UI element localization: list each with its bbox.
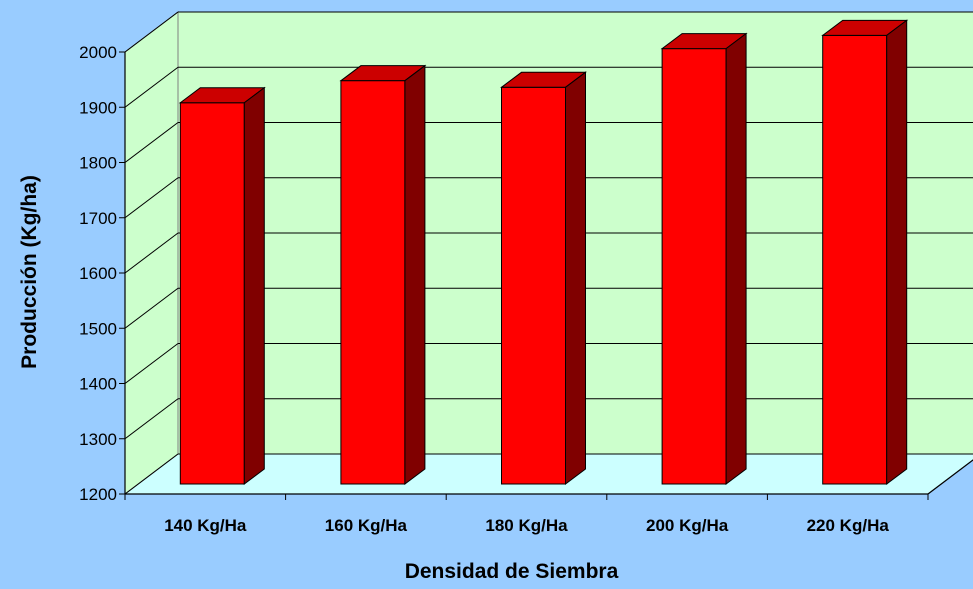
bars: [178, 19, 909, 486]
gridline-side-0: [124, 453, 179, 495]
bar-front-1: [340, 80, 406, 485]
bar-side-2: [565, 71, 586, 485]
y-tick-label-6: 1800: [79, 154, 117, 173]
bar-side-0: [243, 86, 265, 486]
bar-4: [821, 19, 909, 485]
x-category-label-2: 180 Kg/Ha: [485, 516, 568, 535]
x-category-label-0: 140 Kg/Ha: [164, 516, 247, 535]
bar-front-4: [822, 34, 888, 485]
bar-front-2: [501, 86, 566, 485]
y-tick-label-1: 1300: [79, 430, 117, 449]
gridline-side-7: [124, 66, 179, 108]
bar-side-1: [404, 64, 426, 485]
y-tick-label-0: 1200: [79, 485, 117, 504]
gridline-side-6: [124, 122, 179, 163]
bar-3: [660, 32, 748, 485]
y-tick-labels: 1200 1300 1400 1500 1600 1700 1800 1900 2000: [79, 43, 125, 504]
x-category-label-1: 160 Kg/Ha: [325, 516, 408, 535]
bar-2: [500, 71, 587, 485]
x-axis-title: Densidad de Siembra: [405, 560, 619, 583]
x-category-label-4: 220 Kg/Ha: [807, 516, 890, 535]
y-tick-label-3: 1500: [79, 319, 117, 338]
y-tick-label-4: 1600: [79, 264, 117, 283]
bar-0: [178, 86, 266, 486]
x-category-label-3: 200 Kg/Ha: [646, 516, 729, 535]
bar-side-3: [725, 32, 747, 485]
gridline-side-4: [124, 232, 179, 274]
y-tick-label-5: 1700: [79, 209, 117, 228]
y-tick-label-8: 2000: [79, 43, 117, 62]
gridline-side-3: [124, 287, 179, 329]
y-tick-label-2: 1400: [79, 375, 117, 394]
bar-front-0: [179, 102, 245, 485]
y-tick-label-7: 1900: [79, 98, 117, 117]
gridline-side-5: [124, 177, 179, 219]
y-axis-title: Producción (Kg/ha): [18, 175, 41, 369]
gridline-side-1: [124, 398, 179, 440]
floor-right-edge: [927, 459, 973, 495]
gridline-side-8: [124, 11, 179, 53]
bar-side-4: [886, 19, 908, 485]
gridline-side-2: [124, 343, 179, 384]
bar-1: [339, 64, 427, 485]
bar-front-3: [661, 48, 727, 485]
x-category-labels: 140 Kg/Ha 160 Kg/Ha 180 Kg/Ha 200 Kg/Ha 220 …: [164, 516, 889, 535]
